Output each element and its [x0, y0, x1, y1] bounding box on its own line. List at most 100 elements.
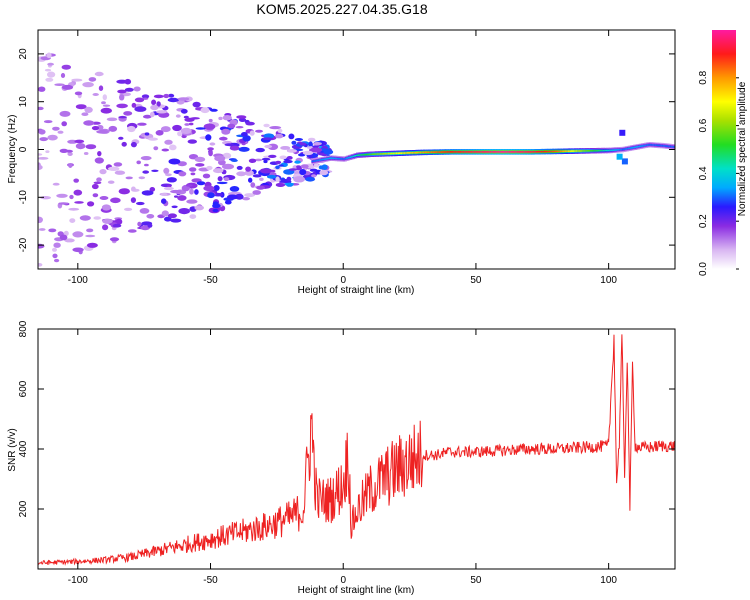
heatmap-blob — [224, 200, 232, 205]
heatmap-blob — [83, 152, 89, 155]
heatmap-blob — [312, 142, 322, 146]
heatmap-blob — [287, 182, 293, 186]
heatmap-blob — [286, 176, 292, 182]
heatmap-blob — [280, 146, 291, 150]
y-tick-label: 400 — [18, 440, 29, 457]
heatmap-blob — [68, 163, 73, 169]
heatmap-blob — [217, 176, 223, 182]
heatmap-ridge-cell — [637, 145, 640, 148]
heatmap-ridge-cell — [657, 144, 660, 147]
heatmap-ridge-cell — [403, 152, 406, 154]
heatmap-ridge-cell — [354, 155, 357, 157]
heatmap-ridge-cell — [352, 155, 355, 158]
heatmap-ridge-cell — [492, 151, 496, 153]
heatmap-blob — [288, 133, 295, 140]
heatmap-blob — [299, 142, 307, 146]
heatmap-blob — [97, 151, 102, 157]
heatmap-blob — [38, 164, 43, 171]
heatmap-ridge-cell — [524, 151, 527, 153]
heatmap-ridge-cell — [344, 157, 347, 160]
heatmap-ridge-cell — [313, 160, 316, 162]
heatmap-blob — [222, 163, 234, 170]
heatmap-blob — [161, 198, 167, 204]
heatmap-blob — [61, 64, 71, 70]
heatmap-ridge-cell — [516, 151, 519, 153]
heatmap-ridge-cell — [359, 154, 362, 156]
heatmap-ridge-cell — [537, 150, 540, 153]
heatmap-blob — [245, 121, 255, 126]
heatmap-blob — [200, 107, 210, 114]
y-tick-label: 800 — [18, 320, 29, 337]
heatmap-ridge-cell — [644, 144, 647, 147]
heatmap-ridge-cell — [341, 158, 344, 160]
heatmap-blob — [94, 157, 104, 164]
heatmap-ridge-cell — [397, 152, 400, 155]
heatmap-ridge-cell — [489, 151, 492, 153]
heatmap-ridge-cell — [410, 152, 413, 154]
heatmap-blob — [74, 139, 85, 144]
heatmap-blob — [269, 126, 282, 130]
heatmap-blob — [108, 125, 118, 132]
heatmap-blob — [72, 247, 84, 253]
heatmap-blob — [218, 116, 223, 121]
heatmap-ridge-cell — [486, 151, 489, 153]
heatmap-ridge-cell — [478, 151, 481, 153]
heatmap-blob — [101, 204, 111, 211]
heatmap-ridge-cell — [485, 151, 488, 153]
heatmap-blob — [171, 205, 178, 209]
heatmap-blob — [96, 177, 102, 182]
heatmap-ridge-cell — [582, 150, 585, 152]
heatmap-blob — [249, 130, 255, 136]
heatmap-ridge-cell — [454, 151, 457, 153]
x-tick-label: 50 — [470, 275, 482, 286]
heatmap-ridge-cell — [472, 151, 475, 153]
heatmap-blob — [192, 101, 201, 108]
heatmap-ridge-cell — [572, 150, 575, 152]
heatmap-ridge-cell — [469, 151, 472, 153]
heatmap-ridge-cell — [422, 151, 426, 154]
heatmap-blob — [184, 123, 190, 126]
heatmap-blob — [161, 210, 169, 217]
heatmap-ridge-cell — [575, 150, 578, 152]
heatmap-blob — [208, 150, 213, 157]
heatmap-ridge-cell — [545, 150, 548, 153]
y-tick-label: 0 — [18, 146, 29, 152]
heatmap-blob — [47, 134, 58, 141]
heatmap-blob — [69, 218, 76, 224]
heatmap-ridge-cell — [496, 151, 499, 153]
heatmap-blob — [127, 229, 137, 233]
colorbar-tick-label: 0.2 — [698, 214, 709, 228]
heatmap-ridge-cell — [399, 152, 402, 154]
heatmap-ridge-cell — [316, 159, 319, 162]
heatmap-blob — [190, 172, 196, 176]
heatmap-ridge-cell — [391, 152, 394, 155]
heatmap-blob — [149, 111, 155, 118]
heatmap-blob — [213, 185, 220, 191]
heatmap-blob — [65, 149, 73, 153]
heatmap-ridge-cell — [414, 151, 418, 154]
heatmap-blob — [209, 142, 216, 146]
heatmap-blob — [305, 177, 316, 182]
heatmap-blob — [299, 169, 307, 176]
heatmap-ridge-cell — [481, 151, 484, 153]
heatmap-ridge-cell — [408, 152, 411, 154]
heatmap-blob — [194, 189, 199, 195]
heatmap-ridge-cell — [480, 151, 483, 153]
heatmap-ridge-cell — [387, 152, 390, 155]
heatmap-ridge-cell — [652, 144, 655, 146]
heatmap-ridge-cell — [618, 148, 621, 151]
heatmap-ridge-cell — [623, 148, 626, 150]
heatmap-ridge-cell — [477, 151, 480, 153]
heatmap-blob — [151, 169, 159, 172]
heatmap-ridge-cell — [416, 151, 419, 154]
heatmap-blob — [38, 228, 46, 231]
heatmap-blob — [88, 77, 97, 82]
heatmap-blob — [100, 107, 113, 114]
heatmap-ridge-cell — [453, 151, 456, 153]
heatmap-blob — [123, 111, 133, 116]
heatmap-ridge-cell — [664, 145, 668, 147]
heatmap-blob — [74, 201, 84, 204]
heatmap-ridge-cell — [370, 153, 373, 156]
heatmap-ridge-cell — [378, 153, 381, 155]
heatmap-blob — [146, 214, 155, 219]
